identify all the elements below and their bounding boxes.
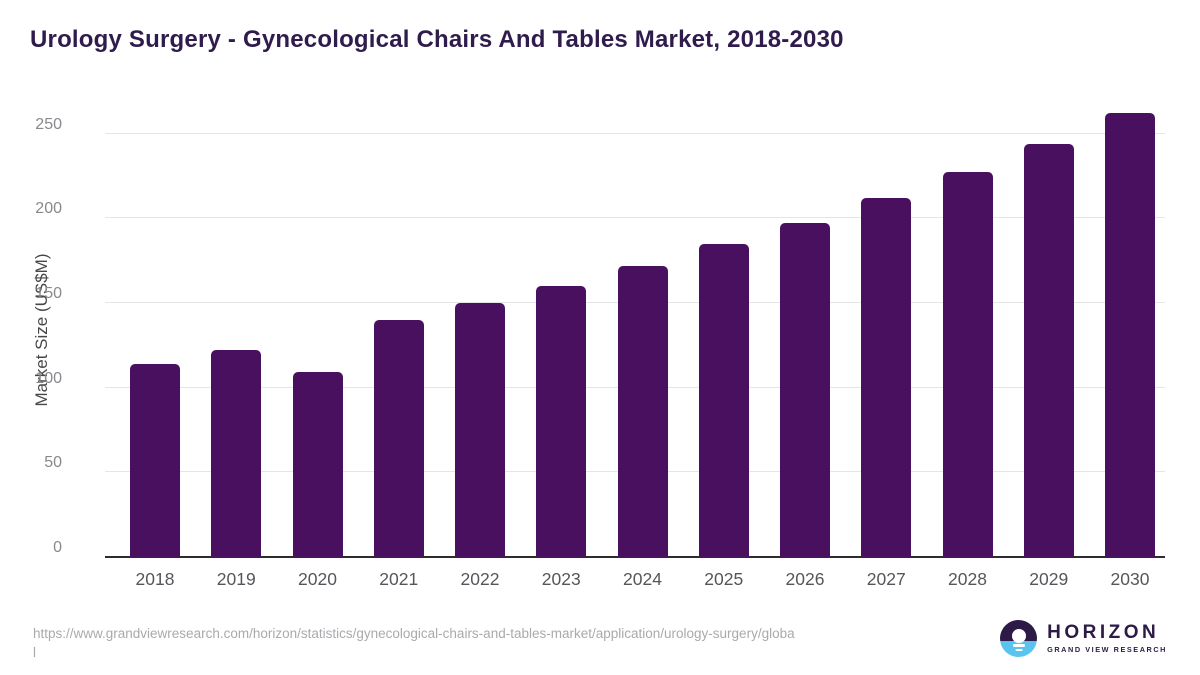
x-tick-label-2020: 2020: [298, 569, 337, 589]
x-tick-label-2030: 2030: [1110, 569, 1150, 589]
ripple-icon: [1012, 644, 1025, 647]
y-tick-label-50: 50: [44, 454, 62, 472]
plot-area: 0 50 100 150 200 250 2018 2019 2020 2021 2022 2023 2…: [35, 100, 1165, 589]
chart-title: Urology Surgery - Gynecological Chairs A…: [30, 26, 844, 53]
x-tick-label-2029: 2029: [1029, 569, 1069, 589]
y-tick-label-150: 150: [35, 284, 62, 302]
bar-2020[interactable]: [292, 372, 343, 557]
x-tick-label-2026: 2026: [785, 569, 825, 589]
source-url-line1: https://www.grandviewresearch.com/horizo…: [33, 626, 795, 641]
bar-2027[interactable]: [861, 197, 912, 557]
logo-subtitle: GRAND VIEW RESEARCH: [1047, 645, 1167, 654]
y-tick-label-100: 100: [35, 369, 62, 387]
sun-icon: [1011, 629, 1026, 644]
x-tick-label-2028: 2028: [948, 569, 987, 589]
x-axis-line: [105, 556, 1165, 558]
ripple-icon: [1015, 648, 1023, 652]
bar-2023[interactable]: [536, 285, 587, 557]
gridline-200: [105, 217, 1165, 219]
bar-2019[interactable]: [211, 350, 262, 557]
logo-name: HORIZON: [1047, 622, 1160, 643]
bar-2025[interactable]: [698, 243, 749, 557]
bar-2030[interactable]: [1105, 113, 1155, 557]
bar-2021[interactable]: [373, 319, 424, 557]
bar-2026[interactable]: [780, 223, 830, 557]
x-tick-label-2018: 2018: [135, 569, 175, 589]
horizon-logo[interactable]: HORIZON GRAND VIEW RESEARCH: [1000, 620, 1167, 657]
x-tick-label-2021: 2021: [379, 569, 419, 589]
horizon-logo-text: HORIZON GRAND VIEW RESEARCH: [1047, 622, 1167, 655]
x-tick-label-2024: 2024: [623, 569, 662, 589]
bar-2018[interactable]: [130, 363, 180, 557]
x-tick-label-2022: 2022: [460, 569, 500, 589]
horizon-logo-icon: [1000, 620, 1038, 657]
x-tick-label-2019: 2019: [216, 569, 256, 589]
bar-2029[interactable]: [1023, 143, 1074, 557]
x-tick-label-2027: 2027: [866, 569, 906, 589]
bar-2028[interactable]: [942, 172, 993, 557]
y-tick-label-200: 200: [35, 200, 62, 218]
x-tick-label-2023: 2023: [541, 569, 581, 589]
x-tick-label-2025: 2025: [704, 569, 744, 589]
source-url-line2: l: [33, 645, 36, 660]
bar-2024[interactable]: [617, 265, 668, 557]
gridline-250: [105, 132, 1165, 134]
y-tick-label-0: 0: [53, 539, 62, 556]
y-tick-label-250: 250: [35, 115, 62, 133]
bar-2022[interactable]: [455, 302, 505, 557]
source-url: https://www.grandviewresearch.com/horizo…: [33, 624, 943, 662]
